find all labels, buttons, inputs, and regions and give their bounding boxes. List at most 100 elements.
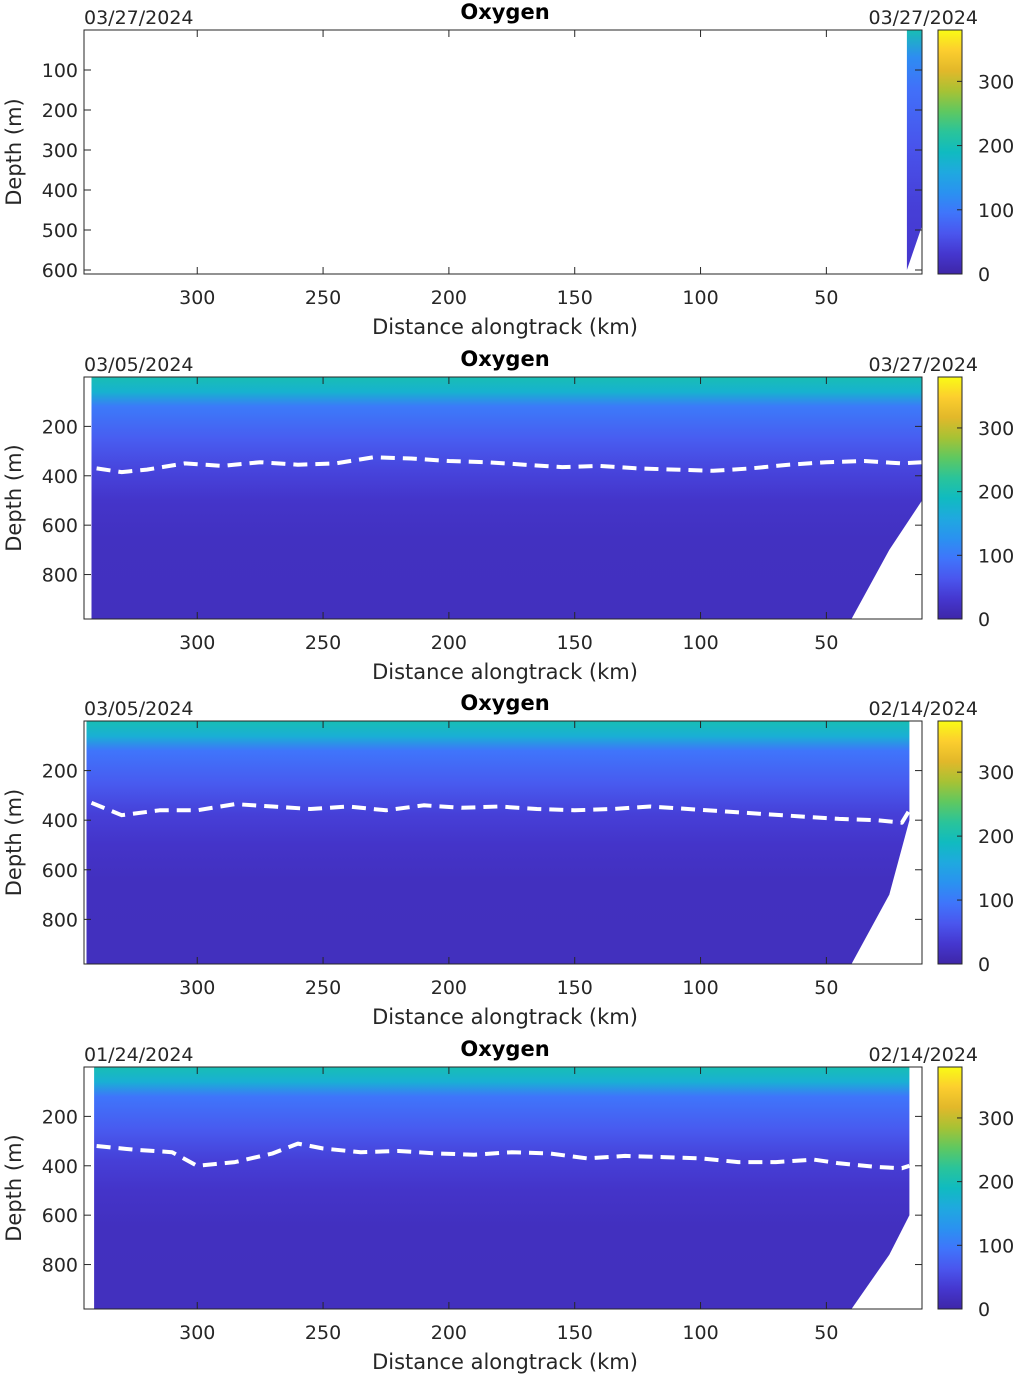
x-axis-label: Distance alongtrack (km) [372,660,638,684]
x-tick-label: 150 [557,977,593,999]
colorbar: 0 100 200 300 [937,720,1014,976]
colorbar-scale [937,720,963,965]
contour-line [96,1141,911,1171]
chart-title: Oxygen [460,1037,549,1061]
colorbar-tick-label: 100 [978,1235,1014,1257]
x-tick-label: 200 [431,287,467,309]
x-tick-label: 300 [179,1322,215,1344]
y-tick-label: 400 [42,466,78,488]
x-tick-label: 100 [682,632,718,654]
y-tick-label: 600 [42,860,78,882]
oxygen-panel-2: 300 250 200 150 100 50 200 400 600 800 Oxygen 03/05… [2,347,1014,684]
oxygen-panel-1: 300 250 200 150 100 50 100 200 300 400 500 600 Oxyge… [2,0,1014,339]
colorbar-tick-label: 100 [978,200,1014,222]
colorbar-scale [937,1066,963,1310]
colorbar-tick-label: 100 [978,890,1014,912]
oxygen-field [91,377,922,619]
date-left: 01/24/2024 [84,1044,194,1066]
x-axis-label: Distance alongtrack (km) [372,1005,638,1029]
x-tick-label: 250 [305,632,341,654]
y-tick-label: 800 [42,909,78,931]
colorbar-tick-label: 200 [978,1172,1014,1194]
date-right: 02/14/2024 [868,1044,978,1066]
y-axis-label: Depth (m) [2,1134,26,1241]
axes-box [83,376,923,620]
date-left: 03/27/2024 [84,7,194,29]
x-tick-label: 300 [179,632,215,654]
chart-title: Oxygen [460,347,549,371]
y-tick-label: 400 [42,180,78,202]
colorbar-tick-label: 0 [978,609,990,631]
y-tick-label: 200 [42,1106,78,1128]
colorbar-tick-label: 300 [978,762,1014,784]
x-axis-label: Distance alongtrack (km) [372,315,638,339]
colorbar-tick-label: 100 [978,545,1014,567]
x-tick-label: 150 [557,287,593,309]
y-tick-label: 600 [42,1205,78,1227]
colorbar: 0 100 200 300 [937,1066,1014,1321]
colorbar-tick-label: 200 [978,482,1014,504]
axes-box [83,720,923,965]
x-tick-label: 50 [814,287,838,309]
x-tick-label: 250 [305,1322,341,1344]
x-tick-label: 200 [431,977,467,999]
y-axis-label: Depth (m) [2,444,26,551]
axes-box [83,1066,923,1310]
colorbar-tick-label: 0 [978,1299,990,1321]
y-tick-label: 400 [42,810,78,832]
chart-title: Oxygen [460,691,549,715]
x-tick-label: 250 [305,287,341,309]
x-tick-label: 50 [814,1322,838,1344]
oxygen-panel-3: 300 250 200 150 100 50 200 400 600 800 Oxygen 03/05… [2,691,1014,1029]
colorbar-tick-label: 0 [978,954,990,976]
x-tick-label: 50 [814,632,838,654]
x-tick-label: 100 [682,977,718,999]
x-tick-label: 150 [557,632,593,654]
x-tick-label: 150 [557,1322,593,1344]
y-tick-label: 100 [42,60,78,82]
y-tick-label: 400 [42,1156,78,1178]
oxygen-field [94,1067,910,1309]
x-tick-label: 300 [179,977,215,999]
y-tick-label: 300 [42,140,78,162]
oxygen-field [906,30,922,270]
x-tick-label: 200 [431,1322,467,1344]
x-tick-label: 200 [431,632,467,654]
colorbar-scale [937,29,963,275]
x-tick-label: 250 [305,977,341,999]
y-axis-label: Depth (m) [2,789,26,896]
oxygen-field [86,721,910,964]
y-tick-label: 200 [42,761,78,783]
colorbar-tick-label: 200 [978,826,1014,848]
x-tick-label: 50 [814,977,838,999]
oxygen-panel-4: 300 250 200 150 100 50 200 400 600 800 Oxygen 01/24… [2,1037,1014,1374]
date-right: 03/27/2024 [868,354,978,376]
colorbar-scale [937,376,963,620]
y-tick-label: 600 [42,260,78,282]
x-tick-label: 100 [682,287,718,309]
x-tick-label: 300 [179,287,215,309]
chart-title: Oxygen [460,0,549,24]
y-tick-label: 800 [42,565,78,587]
colorbar-tick-label: 200 [978,136,1014,158]
colorbar-tick-label: 300 [978,418,1014,440]
x-axis-label: Distance alongtrack (km) [372,1350,638,1374]
colorbar-tick-label: 300 [978,71,1014,93]
date-right: 02/14/2024 [868,698,978,720]
y-tick-label: 200 [42,100,78,122]
date-right: 03/27/2024 [868,7,978,29]
x-tick-label: 100 [682,1322,718,1344]
axes-box [83,29,923,275]
date-left: 03/05/2024 [84,698,194,720]
y-tick-label: 200 [42,416,78,438]
colorbar-tick-label: 300 [978,1108,1014,1130]
colorbar: 0 100 200 300 [937,376,1014,631]
y-tick-label: 800 [42,1255,78,1277]
contour-line [90,800,912,825]
contour-line [96,455,923,475]
date-left: 03/05/2024 [84,354,194,376]
y-tick-label: 500 [42,220,78,242]
colorbar-tick-label: 0 [978,264,990,286]
y-axis-label: Depth (m) [2,98,26,205]
